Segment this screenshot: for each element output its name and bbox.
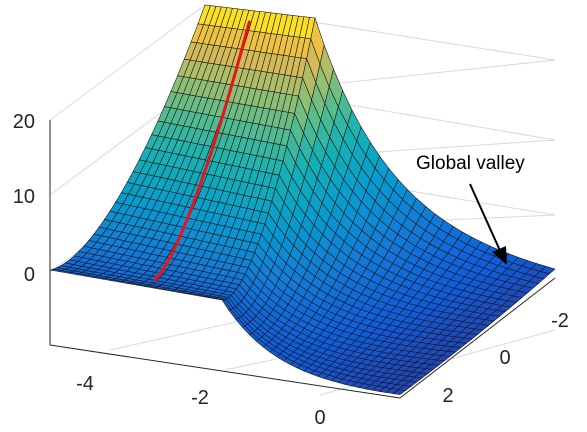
tick-label: -2 bbox=[551, 310, 569, 332]
tick-label: 0 bbox=[24, 264, 35, 286]
x-axis-line bbox=[49, 344, 401, 399]
tick-label: 0 bbox=[499, 347, 510, 369]
tick-label: 10 bbox=[13, 186, 35, 208]
tick-label: -2 bbox=[191, 387, 209, 409]
y-axis-line bbox=[399, 277, 556, 399]
tick-label: 0 bbox=[314, 407, 325, 429]
surface-mesh bbox=[49, 4, 556, 395]
tick-label: 2 bbox=[442, 385, 453, 407]
annotation: Global valley bbox=[416, 153, 525, 265]
annotation-label: Global valley bbox=[416, 153, 525, 174]
descent-path-line bbox=[153, 20, 251, 282]
x-tick-labels: -4 -2 0 bbox=[76, 373, 325, 429]
z-tick-labels: 0 10 20 bbox=[13, 111, 35, 286]
tick-label: 20 bbox=[13, 111, 35, 133]
descent-path bbox=[153, 20, 251, 282]
annotation-arrow bbox=[469, 183, 503, 256]
surface-face bbox=[539, 265, 556, 275]
tick-label: -4 bbox=[76, 373, 94, 395]
annotation-arrowhead bbox=[492, 246, 507, 265]
grid-line bbox=[49, 4, 206, 121]
y-tick-labels: -2 0 2 bbox=[442, 310, 568, 407]
